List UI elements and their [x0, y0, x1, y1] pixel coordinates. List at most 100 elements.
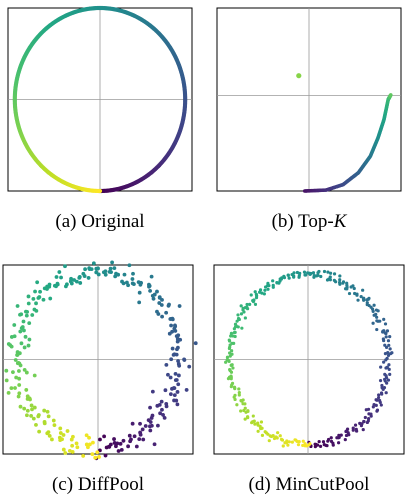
scatter-point	[383, 343, 387, 347]
scatter-point	[356, 298, 360, 302]
scatter-point	[119, 447, 124, 452]
scatter-point	[375, 315, 379, 319]
scatter-point	[64, 284, 68, 289]
scatter-point	[332, 278, 336, 282]
scatter-point	[232, 327, 236, 331]
caption-c: (c) DiffPool	[52, 474, 144, 495]
scatter-point	[150, 293, 155, 298]
scatter-point	[23, 334, 28, 339]
scatter-point	[259, 426, 263, 431]
scatter-point	[17, 391, 22, 396]
scatter-point	[325, 444, 329, 448]
scatter-point	[236, 313, 240, 317]
scatter-point	[253, 290, 257, 294]
scatter-point	[269, 434, 274, 439]
scatter-point	[159, 399, 164, 404]
scatter-point	[253, 302, 258, 306]
scatter-point	[109, 270, 113, 275]
scatter-point	[171, 386, 176, 390]
scatter-point	[337, 435, 341, 439]
scatter-point	[90, 452, 95, 457]
scatter-point	[378, 398, 382, 403]
scatter-point	[313, 442, 317, 446]
scatter-point	[57, 270, 62, 274]
scatter-point	[148, 428, 153, 433]
scatter-point	[172, 393, 177, 397]
scatter-point	[256, 421, 260, 425]
scatter-point	[87, 435, 91, 440]
scatter-point	[31, 297, 36, 301]
panel-d	[213, 264, 405, 455]
scatter-point	[372, 303, 376, 307]
scatter-point	[88, 442, 92, 447]
scatter-point	[353, 291, 357, 296]
scatter-point	[387, 367, 391, 371]
scatter-point	[34, 301, 38, 306]
scatter-point	[148, 405, 152, 410]
scatter-point	[328, 275, 332, 279]
scatter-point	[152, 442, 157, 447]
scatter-point	[319, 274, 323, 279]
scatter-point	[110, 260, 115, 265]
scatter-point	[375, 319, 379, 323]
scatter-point	[155, 309, 159, 314]
scatter-point	[193, 341, 198, 346]
scatter-point	[174, 334, 179, 339]
scatter-point	[161, 413, 165, 417]
scatter-point	[103, 453, 108, 458]
scatter-point	[24, 370, 29, 375]
scatter-point	[125, 280, 129, 285]
scatter-point	[281, 444, 285, 448]
scatter-point	[363, 415, 367, 420]
scatter-point	[69, 276, 73, 281]
scatter-point	[32, 373, 37, 378]
scatter-point	[286, 443, 290, 447]
scatter-point	[24, 388, 29, 392]
scatter-point	[242, 310, 246, 314]
scatter-point	[297, 273, 301, 278]
scatter-point	[9, 335, 14, 339]
scatter-point	[177, 304, 182, 308]
scatter-point	[341, 280, 346, 284]
scatter-point	[382, 360, 386, 364]
scatter-point	[375, 327, 379, 332]
scatter-point	[130, 277, 135, 281]
scatter-point	[84, 433, 89, 438]
scatter-point	[61, 447, 66, 452]
scatter-point	[326, 270, 330, 274]
scatter-point	[51, 418, 56, 423]
scatter-point	[384, 391, 388, 395]
scatter-point	[74, 441, 79, 446]
scatter-point	[22, 328, 26, 333]
scatter-point	[325, 278, 330, 282]
scatter-point	[256, 429, 260, 433]
scatter-point	[25, 413, 29, 418]
scatter-point	[229, 363, 233, 368]
scatter-point	[74, 279, 79, 284]
scatter-point	[337, 280, 342, 285]
scatter-point	[233, 397, 237, 402]
scatter-point	[274, 435, 278, 439]
scatter-point	[386, 339, 391, 343]
scatter-point	[243, 417, 247, 421]
scatter-point	[182, 358, 187, 362]
scatter-point	[371, 321, 375, 325]
scatter-point	[176, 362, 181, 366]
scatter-point	[102, 434, 107, 439]
scatter-point	[390, 351, 394, 355]
scatter-point	[151, 296, 156, 301]
scatter-point	[168, 317, 173, 321]
scatter-points	[12, 5, 188, 194]
scatter-point	[15, 304, 20, 308]
scatter-point	[297, 440, 301, 444]
scatter-point	[63, 451, 68, 455]
scatter-point	[50, 437, 54, 442]
scatter-point	[380, 386, 384, 390]
scatter-point	[130, 421, 135, 426]
scatter-point	[16, 394, 21, 399]
scatter-point	[267, 439, 271, 443]
scatter-point	[9, 386, 14, 391]
scatter-point	[233, 330, 237, 334]
scatter-point	[19, 341, 24, 346]
scatter-point	[286, 273, 290, 277]
